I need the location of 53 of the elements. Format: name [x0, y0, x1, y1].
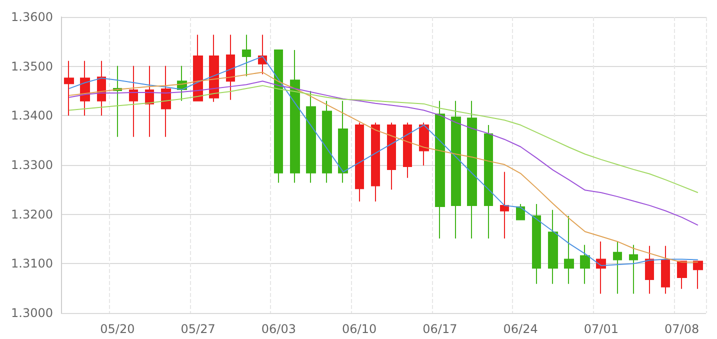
candlestick: [274, 50, 283, 184]
candlestick: [677, 260, 687, 290]
candlestick: [306, 90, 316, 184]
candlestick: [161, 65, 171, 138]
candlestick: [645, 245, 654, 294]
candlestick: [467, 100, 477, 240]
x-tick-label: 05/20: [100, 322, 135, 336]
y-tick-label: 1.3400: [11, 108, 53, 123]
y-tick-label: 1.3600: [11, 10, 53, 24]
x-tick-label: 06/24: [503, 322, 538, 336]
x-tick-label: 06/10: [342, 322, 377, 336]
candlestick: [355, 122, 364, 202]
candlestick: [242, 34, 251, 77]
candlestick: [500, 171, 509, 240]
candlestick: [451, 100, 461, 240]
candlestick: [693, 260, 703, 290]
x-tick-label: 07/01: [584, 322, 618, 336]
candlestick: [516, 203, 525, 220]
y-tick-label: 1.3200: [11, 207, 53, 222]
x-tick-label: 06/03: [261, 322, 296, 336]
candlestick: [629, 244, 638, 294]
candlestick: [371, 122, 380, 202]
candlestick: [484, 124, 493, 240]
candlestick: [129, 65, 138, 138]
candlestick: [532, 203, 541, 284]
line-series: [68, 80, 698, 226]
candlestick: [580, 244, 590, 284]
candlestick: [338, 100, 348, 184]
candlestick: [403, 122, 412, 178]
y-tick-label: 1.3500: [11, 59, 53, 74]
y-tick-label: 1.3100: [11, 256, 53, 271]
y-tick-label: 1.3000: [11, 306, 53, 320]
y-tick-label: 1.3300: [11, 158, 53, 172]
candlestick: [113, 65, 122, 138]
candlestick: [435, 100, 445, 240]
x-tick-label: 05/27: [180, 322, 216, 336]
candlestick: [290, 50, 300, 184]
line-series: [68, 85, 698, 194]
x-tick-label: 07/08: [664, 322, 700, 336]
candlestick: [209, 34, 219, 102]
candlestick: [419, 122, 429, 166]
candlestick: [564, 215, 574, 284]
candlestick: [193, 34, 203, 102]
x-tick-label: 06/17: [422, 322, 458, 336]
candlestick: [322, 100, 332, 184]
candlestick: [387, 122, 396, 190]
candlestick: [548, 209, 558, 284]
candlestick: [661, 245, 670, 294]
candlestick: [226, 34, 235, 100]
candlestick: [596, 240, 606, 294]
candlestick: [613, 240, 622, 294]
candlestick: [145, 65, 154, 138]
candlestick: [64, 60, 74, 116]
